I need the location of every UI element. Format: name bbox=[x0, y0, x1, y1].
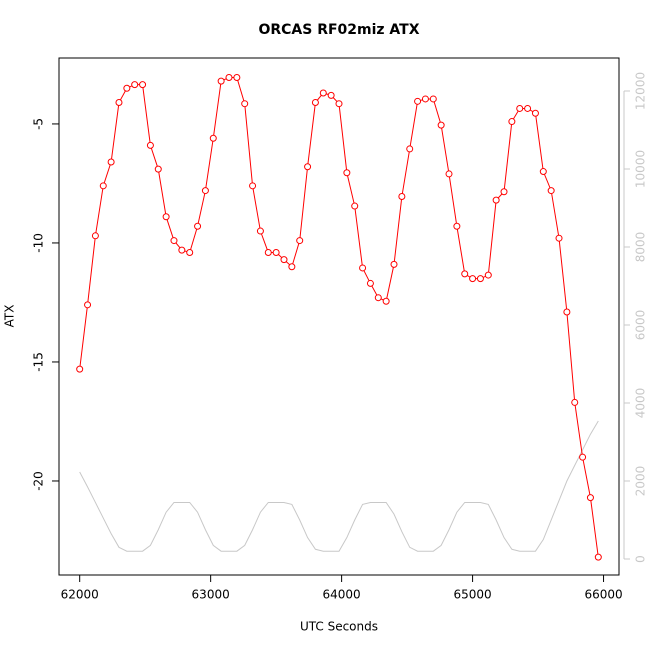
data-point bbox=[469, 275, 477, 283]
data-point bbox=[594, 553, 602, 561]
data-point bbox=[217, 77, 225, 85]
data-point bbox=[280, 256, 288, 264]
y2-tick-label: 6000 bbox=[634, 310, 648, 341]
data-point bbox=[453, 222, 461, 230]
data-point bbox=[249, 182, 257, 190]
data-point bbox=[492, 196, 500, 204]
y2-tick-label: 12000 bbox=[634, 72, 648, 110]
data-point bbox=[382, 297, 390, 305]
data-point bbox=[500, 188, 508, 196]
y2-tick-label: 2000 bbox=[634, 466, 648, 497]
data-point bbox=[107, 158, 115, 166]
data-point bbox=[586, 494, 594, 502]
x-axis-label: UTC Seconds bbox=[300, 620, 378, 634]
data-point bbox=[461, 270, 469, 278]
data-point bbox=[296, 237, 304, 245]
y2-tick-label: 0 bbox=[634, 555, 648, 563]
data-point bbox=[555, 234, 563, 242]
data-point bbox=[76, 365, 84, 373]
data-point bbox=[366, 279, 374, 287]
x-tick-label: 65000 bbox=[453, 588, 491, 602]
data-point bbox=[359, 264, 367, 272]
data-point bbox=[476, 275, 484, 283]
data-point bbox=[139, 81, 147, 89]
data-point bbox=[241, 100, 249, 108]
data-point bbox=[194, 222, 202, 230]
data-point bbox=[304, 163, 312, 171]
data-point bbox=[374, 294, 382, 302]
y-tick-label: -5 bbox=[31, 118, 45, 130]
data-point bbox=[547, 187, 555, 195]
x-tick-label: 64000 bbox=[323, 588, 361, 602]
data-point bbox=[256, 227, 264, 235]
data-point bbox=[288, 263, 296, 271]
data-point bbox=[398, 193, 406, 201]
y2-tick-label: 8000 bbox=[634, 232, 648, 263]
data-point bbox=[115, 99, 123, 107]
data-point bbox=[335, 100, 343, 108]
data-point bbox=[84, 301, 92, 309]
data-point bbox=[327, 91, 335, 99]
y-tick-label: -15 bbox=[32, 352, 46, 372]
data-point bbox=[516, 104, 524, 112]
y-axis-label: ATX bbox=[3, 305, 17, 328]
data-point bbox=[272, 248, 280, 256]
x-tick-label: 62000 bbox=[61, 588, 99, 602]
data-point bbox=[99, 182, 107, 190]
data-point bbox=[484, 271, 492, 279]
data-point bbox=[131, 81, 139, 89]
data-point bbox=[414, 97, 422, 105]
data-point bbox=[264, 248, 272, 256]
data-point bbox=[319, 89, 327, 97]
y-tick-label: -10 bbox=[32, 233, 46, 253]
data-point bbox=[209, 134, 217, 142]
data-point bbox=[579, 453, 587, 461]
data-point bbox=[343, 169, 351, 177]
y2-tick-label: 10000 bbox=[634, 150, 648, 188]
chart-title: ORCAS RF02miz ATX bbox=[258, 22, 419, 38]
data-point bbox=[311, 99, 319, 107]
data-point bbox=[351, 202, 359, 210]
data-point bbox=[406, 145, 414, 153]
y2-tick-label: 4000 bbox=[634, 388, 648, 419]
data-point bbox=[170, 237, 178, 245]
data-point bbox=[178, 246, 186, 254]
data-point bbox=[390, 260, 398, 268]
data-point bbox=[508, 118, 516, 126]
data-point bbox=[445, 170, 453, 178]
data-point bbox=[429, 95, 437, 103]
data-point bbox=[233, 74, 241, 82]
data-point bbox=[123, 84, 131, 92]
data-point bbox=[421, 95, 429, 103]
data-point bbox=[539, 168, 547, 176]
data-point bbox=[524, 104, 532, 112]
data-line bbox=[79, 420, 599, 552]
data-point bbox=[186, 248, 194, 256]
data-point bbox=[154, 165, 162, 173]
data-point bbox=[563, 308, 571, 316]
data-point bbox=[225, 74, 233, 82]
data-point bbox=[571, 398, 579, 406]
data-point bbox=[91, 232, 99, 240]
data-point bbox=[531, 109, 539, 117]
data-point bbox=[201, 187, 209, 195]
y-tick-label: -20 bbox=[32, 471, 46, 491]
data-point bbox=[437, 121, 445, 129]
data-point bbox=[146, 141, 154, 149]
x-tick-label: 66000 bbox=[584, 588, 622, 602]
x-tick-label: 63000 bbox=[192, 588, 230, 602]
data-point bbox=[162, 213, 170, 221]
